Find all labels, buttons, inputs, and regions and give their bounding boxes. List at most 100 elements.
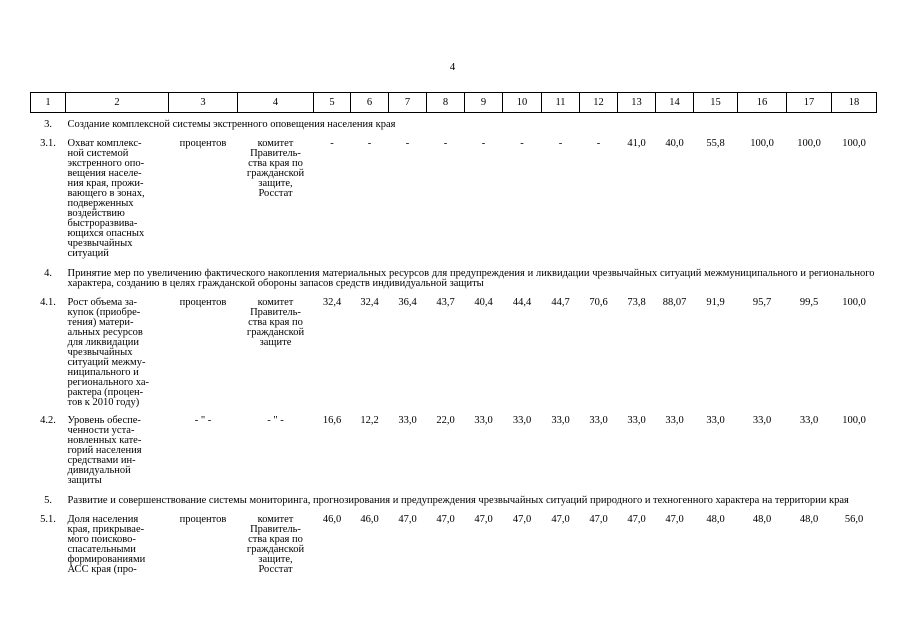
executor-line: комитет (257, 297, 294, 308)
section-title: Принятие мер по увеличению фактического … (67, 268, 875, 289)
value-cell: 47,0 (474, 514, 493, 525)
indicator-cell: Рост объема за-купок (приобре-тения) мат… (66, 293, 169, 411)
indicator-line: формированиями (67, 554, 146, 565)
value-cell: 32,4 (322, 297, 342, 308)
indicator-line: подверженных (67, 198, 134, 209)
header-cell: 1 (30, 92, 66, 113)
executor-line: Правитель- (250, 524, 301, 535)
indicator-line: новленных кате- (67, 435, 142, 446)
value-cell: 41,0 (627, 138, 646, 149)
indicator-line: для ликвидации (67, 337, 139, 348)
executor-line: защите, (258, 178, 293, 189)
executor-line: Правитель- (250, 148, 301, 159)
value-cell: 33,0 (398, 415, 417, 426)
value-cell: - (367, 138, 372, 149)
header-cell: 7 (388, 92, 427, 113)
value-cell: 33,0 (627, 415, 646, 426)
indicator-line: Охват комплекс- (67, 138, 142, 149)
executor-cell: - " - (238, 411, 314, 489)
value-cell: 40,0 (665, 138, 684, 149)
value-cell: 100,0 (842, 138, 866, 149)
value-cell: - (443, 138, 448, 149)
value-cell: 73,8 (627, 297, 646, 308)
indicator-cell: Доля населения края, прикрывае-мого поиск… (66, 510, 169, 578)
header-cell: 17 (786, 92, 832, 113)
section-number: 3. (44, 119, 52, 130)
indicator-cell: Уровень обеспе-ченности уста-новленных к… (66, 411, 169, 489)
value-cell: 16,6 (322, 415, 342, 426)
value-cell: 33,0 (706, 415, 725, 426)
value-cell: 100,0 (842, 297, 866, 308)
indicator-line: ной системой (67, 148, 129, 159)
indicator-line: чрезвычайных (67, 347, 133, 358)
executor-line: комитет (257, 514, 294, 525)
indicator-line: ющихся опасных (67, 228, 145, 239)
value-cell: 55,8 (706, 138, 725, 149)
unit-cell: - " - (194, 415, 212, 426)
header-cell: 14 (655, 92, 694, 113)
indicator-row: 4.1. Рост объема за-купок (приобре-тения)… (31, 293, 877, 411)
header-cell: 13 (617, 92, 656, 113)
indicator-row: 3.1. Охват комплекс-ной системой экстренно… (31, 134, 877, 262)
indicator-line: воздействию (67, 208, 125, 219)
indicator-line: экстренного опо- (67, 158, 145, 169)
value-cell: 47,0 (627, 514, 646, 525)
executor-line: гражданской (246, 327, 305, 338)
executor-line: ства края по (248, 534, 303, 545)
page-number: 4 (449, 61, 456, 73)
section-title: Создание комплексной системы экстренного… (67, 119, 396, 130)
header-cell: 11 (541, 92, 580, 113)
value-cell: 33,0 (474, 415, 493, 426)
header-cell: 3 (168, 92, 238, 113)
section-row: 3. Создание комплексной системы экстренно… (31, 113, 877, 135)
section-number: 4. (44, 268, 52, 279)
unit-cell: процентов (179, 138, 227, 149)
value-cell: 44,4 (512, 297, 532, 308)
indicator-cell: Охват комплекс-ной системой экстренного о… (66, 134, 169, 262)
indicator-line: спасательными (67, 544, 136, 555)
section-row: 5. Развитие и совершенствование системы м… (31, 489, 877, 510)
value-cell: 48,0 (706, 514, 725, 525)
indicator-line: ситуаций межму- (67, 357, 146, 368)
executor-cell: комитет Правитель-ства края по гражданской… (238, 134, 314, 262)
executor-line: - " - (267, 415, 284, 426)
value-cell: 12,2 (360, 415, 379, 426)
value-cell: 33,0 (799, 415, 819, 426)
indicator-line: Доля населения (67, 514, 139, 525)
executor-line: гражданской (246, 544, 305, 555)
value-cell: 36,4 (398, 297, 417, 308)
value-cell: 46,0 (322, 514, 342, 525)
value-cell: 43,7 (436, 297, 455, 308)
value-cell: 33,0 (752, 415, 772, 426)
indicator-row: 4.2. Уровень обеспе-ченности уста-новленн… (31, 411, 877, 489)
indicator-line: Уровень обеспе- (67, 415, 141, 426)
indicator-line: мого поисково- (67, 534, 136, 545)
row-number: 4.1. (40, 297, 56, 308)
indicator-line: регионального ха- (67, 377, 150, 388)
row-number: 5.1. (40, 514, 56, 525)
indicator-line: ситуаций (67, 248, 109, 259)
data-table: 1 2 3 4 5 6 7 8 9 10 11 12 13 14 15 16 17 18 3. Создание ко… (30, 92, 877, 578)
section-row: 4. Принятие мер по увеличению фактическог… (31, 262, 877, 293)
value-cell: 56,0 (844, 514, 864, 525)
executor-line: комитет (257, 138, 294, 149)
value-cell: - (481, 138, 486, 149)
value-cell: 47,0 (512, 514, 532, 525)
value-cell: 100,0 (797, 138, 821, 149)
value-cell: 95,7 (752, 297, 772, 308)
indicator-line: рактера (процен- (67, 387, 144, 398)
value-cell: 40,4 (474, 297, 493, 308)
value-cell: 47,0 (436, 514, 455, 525)
indicator-line: тения) матери- (67, 317, 134, 328)
indicator-line: края, прикрывае- (67, 524, 145, 535)
header-cell: 4 (237, 92, 314, 113)
value-cell: 100,0 (842, 415, 866, 426)
unit-cell: процентов (179, 514, 227, 525)
header-cell: 6 (350, 92, 389, 113)
executor-line: защите, (258, 554, 293, 565)
value-cell: 32,4 (360, 297, 379, 308)
indicator-line: ния края, прожи- (67, 178, 144, 189)
value-cell: 47,0 (665, 514, 684, 525)
indicator-row: 5.1. Доля населения края, прикрывае-мого п… (31, 510, 877, 578)
